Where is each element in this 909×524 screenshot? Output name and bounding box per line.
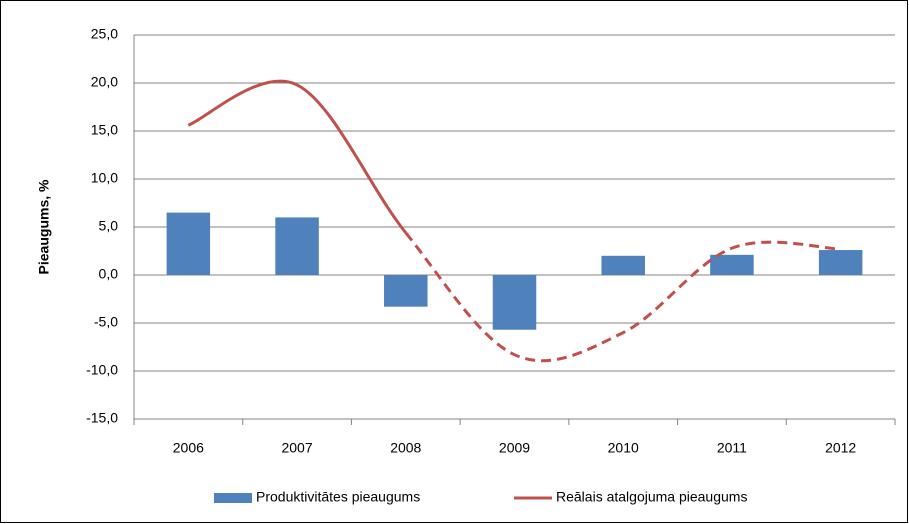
- x-tick-label: 2009: [499, 440, 530, 456]
- bar: [492, 275, 537, 330]
- y-tick-label: -15,0: [86, 410, 118, 426]
- y-tick-label: -10,0: [86, 362, 118, 378]
- y-tick-label: 25,0: [91, 26, 118, 42]
- x-tick-label: 2008: [390, 440, 421, 456]
- legend-label: Reālais atalgojuma pieaugums: [556, 489, 747, 505]
- x-tick-label: 2011: [717, 440, 747, 456]
- y-tick-label: 15,0: [91, 122, 118, 138]
- x-tick-label: 2007: [281, 440, 312, 456]
- legend-swatch: [214, 493, 252, 503]
- legend-label: Produktivitātes pieaugums: [256, 489, 420, 505]
- bar: [818, 250, 863, 275]
- bar: [601, 255, 645, 275]
- y-tick-label: 20,0: [91, 74, 118, 90]
- x-tick-label: 2006: [173, 440, 204, 456]
- y-tick-label: -5,0: [94, 314, 118, 330]
- y-axis-title: Pieaugums, %: [36, 179, 52, 274]
- bar: [384, 275, 428, 307]
- x-tick-label: 2012: [825, 440, 856, 456]
- bar: [710, 254, 754, 275]
- bar: [275, 217, 319, 275]
- x-tick-label: 2010: [608, 440, 639, 456]
- line-series: [404, 231, 841, 363]
- y-tick-label: 0,0: [99, 266, 119, 282]
- y-tick-label: 10,0: [91, 170, 118, 186]
- line-series: [187, 79, 407, 234]
- y-tick-label: 5,0: [99, 218, 119, 234]
- bar: [166, 212, 211, 275]
